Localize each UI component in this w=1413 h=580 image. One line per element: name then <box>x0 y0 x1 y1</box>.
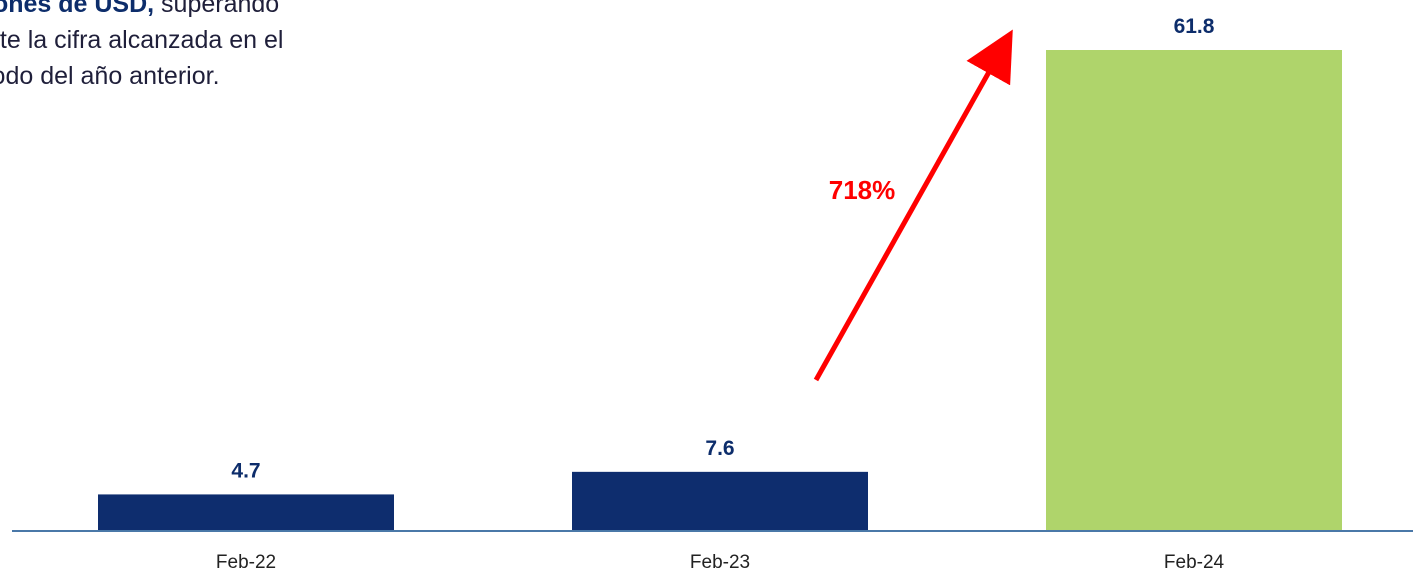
bar-value-label: 61.8 <box>1174 15 1215 38</box>
bar-feb-23 <box>572 471 868 531</box>
bars-layer: 4.7 Feb-22 7.6 Feb-23 61.8 Feb-24 <box>98 15 1342 573</box>
intro-paragraph: iones de USD, superando nte la cifra alc… <box>0 0 406 94</box>
intro-line-1-rest: superando <box>154 0 280 18</box>
intro-line-1: iones de USD, superando <box>0 0 406 22</box>
intro-line-2: nte la cifra alcanzada en el <box>0 26 284 54</box>
x-tick-label: Feb-22 <box>216 552 276 573</box>
x-tick-label: Feb-24 <box>1164 552 1225 573</box>
bar-value-label: 7.6 <box>705 437 734 460</box>
growth-arrow <box>813 29 1013 382</box>
x-tick-label: Feb-23 <box>690 552 750 573</box>
bar-feb-22 <box>98 494 394 531</box>
growth-percentage-label: 718% <box>829 175 896 205</box>
bar-value-label: 4.7 <box>231 459 260 482</box>
intro-bold-text: iones de USD, <box>0 0 155 18</box>
bar-feb-24 <box>1046 50 1342 531</box>
intro-line-3: iodo del año anterior. <box>0 62 220 90</box>
